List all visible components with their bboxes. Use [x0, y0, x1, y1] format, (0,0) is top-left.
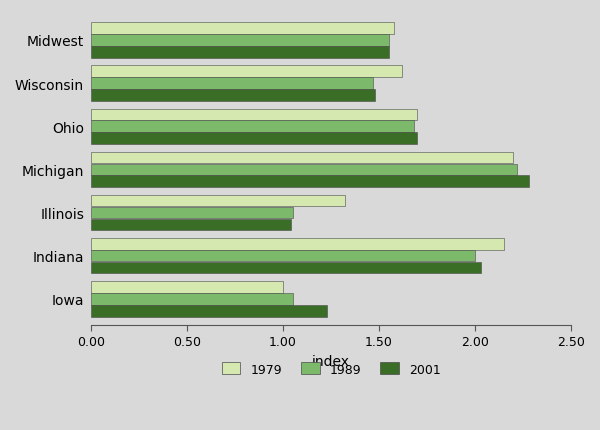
Bar — [91, 90, 375, 101]
Bar — [91, 47, 389, 58]
Bar — [91, 78, 373, 90]
Bar — [91, 238, 504, 250]
Bar — [91, 121, 413, 133]
X-axis label: index: index — [312, 354, 350, 368]
Bar — [91, 305, 327, 317]
Bar — [91, 262, 481, 274]
Bar — [91, 176, 529, 187]
Bar — [91, 164, 517, 176]
Bar — [91, 250, 475, 262]
Bar — [91, 35, 389, 46]
Bar — [91, 195, 344, 207]
Bar — [91, 293, 293, 305]
Bar — [91, 133, 418, 144]
Bar — [91, 152, 514, 164]
Bar — [91, 66, 402, 78]
Bar — [91, 282, 283, 293]
Bar — [91, 109, 418, 121]
Bar — [91, 207, 293, 219]
Legend: 1979, 1989, 2001: 1979, 1989, 2001 — [217, 357, 445, 381]
Bar — [91, 219, 291, 230]
Bar — [91, 23, 394, 35]
